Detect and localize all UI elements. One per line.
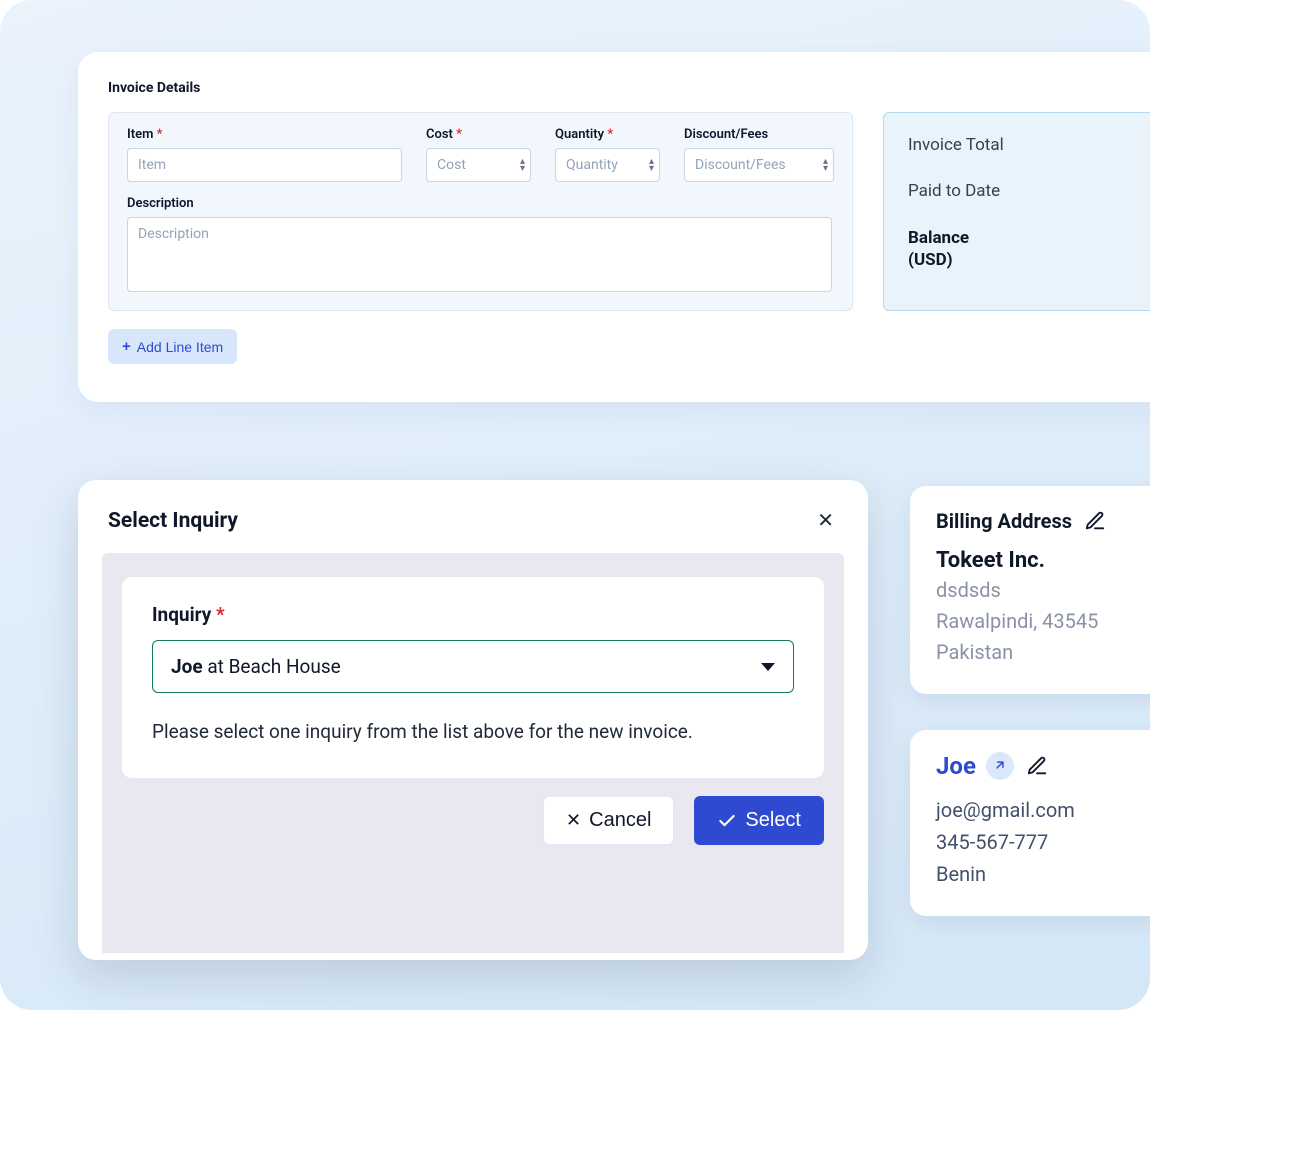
inquiry-field-label: Inquiry * [152, 603, 794, 626]
item-label: Item * [127, 127, 402, 142]
add-line-item-button[interactable]: + Add Line Item [108, 329, 237, 364]
description-label: Description [127, 196, 834, 211]
close-button[interactable]: ✕ [813, 504, 838, 537]
invoice-details-title: Invoice Details [108, 80, 1150, 96]
description-input[interactable] [127, 217, 832, 292]
inquiry-help-text: Please select one inquiry from the list … [152, 717, 794, 746]
close-icon: ✕ [817, 510, 834, 532]
invoice-totals-panel: Invoice Total $0. Paid to Date $0. Balan… [883, 112, 1150, 311]
inquiry-body: Inquiry * Joe at Beach House Please sele… [102, 553, 844, 953]
contact-phone: 345-567-777 [936, 826, 1150, 858]
external-link-icon [993, 757, 1007, 776]
billing-address-title: Billing Address [936, 509, 1072, 533]
inquiry-selected-rest: at Beach House [203, 655, 341, 678]
cancel-label: Cancel [589, 809, 651, 832]
quantity-label: Quantity * [555, 127, 660, 142]
quantity-input[interactable] [555, 148, 660, 182]
check-icon [717, 811, 737, 831]
line-item-box: Item * Cost * ▴▾ Quantity * [108, 112, 853, 311]
contact-card: Joe joe@gmail.com 345-567-777 Benin [910, 730, 1150, 916]
chevron-down-icon [761, 663, 775, 671]
close-icon: ✕ [566, 810, 581, 831]
add-line-item-label: Add Line Item [137, 339, 223, 355]
cost-input[interactable] [426, 148, 531, 182]
pencil-icon [1084, 510, 1106, 532]
inquiry-dropdown[interactable]: Joe at Beach House [152, 640, 794, 693]
cost-label: Cost * [426, 127, 531, 142]
select-inquiry-modal: Select Inquiry ✕ Inquiry * Joe at Beach … [78, 480, 868, 960]
pencil-icon [1026, 755, 1048, 777]
cancel-button[interactable]: ✕ Cancel [543, 796, 674, 845]
discount-input[interactable] [684, 148, 834, 182]
edit-billing-button[interactable] [1082, 508, 1108, 534]
balance-label: Balance(USD) [908, 227, 969, 271]
invoice-details-card: Invoice Details Item * Cost * ▴▾ [78, 52, 1150, 402]
billing-company: Tokeet Inc. [936, 548, 1150, 573]
inquiry-selected-name: Joe [171, 655, 203, 678]
billing-line1: dsdsds [936, 575, 1150, 606]
item-input[interactable] [127, 148, 402, 182]
app-canvas: Invoice Details Item * Cost * ▴▾ [0, 0, 1150, 1010]
billing-address-card: Billing Address Tokeet Inc. dsdsds Rawal… [910, 486, 1150, 694]
discount-label: Discount/Fees [684, 127, 834, 142]
select-label: Select [745, 809, 801, 832]
external-link-badge[interactable] [986, 752, 1014, 780]
paid-to-date-label: Paid to Date [908, 181, 1000, 201]
billing-line2: Rawalpindi, 43545 [936, 606, 1150, 637]
plus-icon: + [122, 338, 131, 355]
select-inquiry-title: Select Inquiry [108, 509, 238, 533]
contact-name[interactable]: Joe [936, 752, 976, 780]
invoice-total-label: Invoice Total [908, 135, 1004, 155]
select-button[interactable]: Select [694, 796, 824, 845]
contact-email: joe@gmail.com [936, 794, 1150, 826]
edit-contact-button[interactable] [1024, 753, 1050, 779]
contact-country: Benin [936, 858, 1150, 890]
billing-line3: Pakistan [936, 637, 1150, 668]
